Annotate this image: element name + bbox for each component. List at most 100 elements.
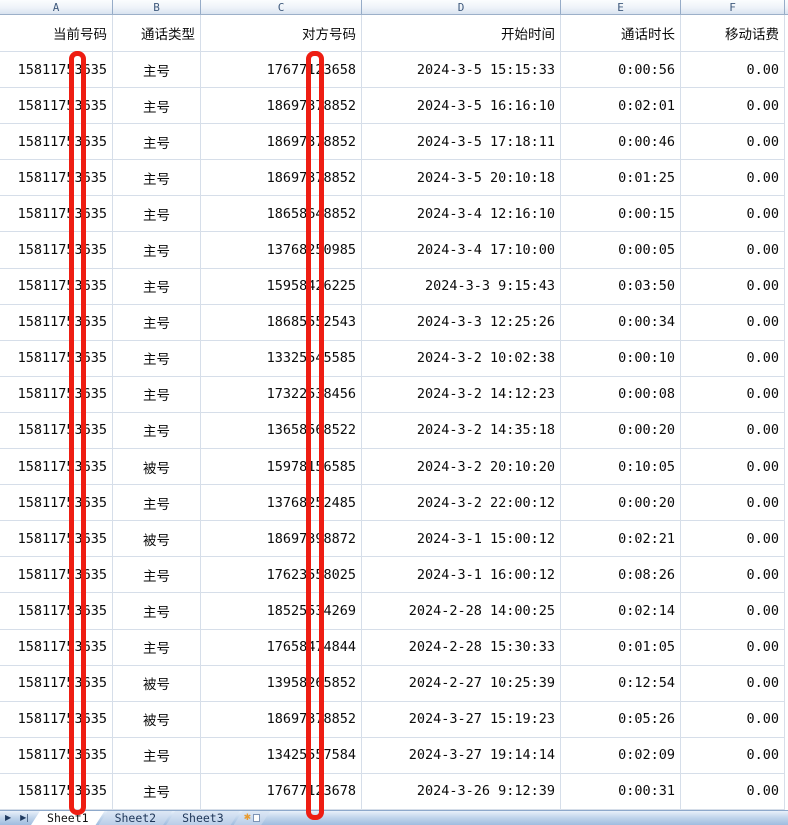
cell-e[interactable]: 0:00:56 — [561, 52, 681, 89]
cell-a[interactable]: 15811753635 — [0, 665, 113, 702]
cell-e[interactable]: 0:02:01 — [561, 88, 681, 125]
cell-c[interactable]: 18525534269 — [201, 593, 362, 630]
sheet-tab-sheet3[interactable]: Sheet3 — [166, 811, 240, 825]
cell-b[interactable]: 主号 — [113, 196, 201, 233]
cell-e[interactable]: 0:02:21 — [561, 521, 681, 558]
cell-d[interactable]: 2024-3-4 17:10:00 — [362, 232, 561, 269]
cell-e[interactable]: 0:00:15 — [561, 196, 681, 233]
cell-c[interactable]: 18697398872 — [201, 521, 362, 558]
cell-e[interactable]: 0:08:26 — [561, 557, 681, 594]
cell-b[interactable]: 主号 — [113, 160, 201, 197]
cell-c[interactable]: 18697378852 — [201, 124, 362, 161]
cell-b[interactable]: 主号 — [113, 52, 201, 89]
cell-f[interactable]: 0.00 — [681, 160, 785, 197]
cell-a[interactable]: 15811753635 — [0, 232, 113, 269]
header-cell-c[interactable]: 对方号码 — [201, 15, 362, 52]
cell-a[interactable]: 15811753635 — [0, 521, 113, 558]
cell-d[interactable]: 2024-3-2 20:10:20 — [362, 449, 561, 486]
cell-c[interactable]: 13768250985 — [201, 232, 362, 269]
cell-d[interactable]: 2024-3-5 20:10:18 — [362, 160, 561, 197]
sheet-nav-last-icon[interactable]: ▶| — [20, 813, 30, 822]
cell-a[interactable]: 15811753635 — [0, 485, 113, 522]
cell-e[interactable]: 0:00:20 — [561, 485, 681, 522]
cell-f[interactable]: 0.00 — [681, 196, 785, 233]
cell-d[interactable]: 2024-2-27 10:25:39 — [362, 665, 561, 702]
cell-f[interactable]: 0.00 — [681, 52, 785, 89]
cell-f[interactable]: 0.00 — [681, 232, 785, 269]
cell-d[interactable]: 2024-3-1 16:00:12 — [362, 557, 561, 594]
cell-a[interactable]: 15811753635 — [0, 376, 113, 413]
cell-e[interactable]: 0:00:05 — [561, 232, 681, 269]
cell-d[interactable]: 2024-3-5 15:15:33 — [362, 52, 561, 89]
cell-f[interactable]: 0.00 — [681, 376, 785, 413]
cell-c[interactable]: 13325545585 — [201, 340, 362, 377]
cell-e[interactable]: 0:02:14 — [561, 593, 681, 630]
cell-b[interactable]: 被号 — [113, 665, 201, 702]
cell-a[interactable]: 15811753635 — [0, 160, 113, 197]
cell-f[interactable]: 0.00 — [681, 557, 785, 594]
cell-f[interactable]: 0.00 — [681, 521, 785, 558]
column-header-e[interactable]: E — [561, 0, 681, 14]
cell-e[interactable]: 0:05:26 — [561, 701, 681, 738]
cell-b[interactable]: 主号 — [113, 773, 201, 810]
cell-b[interactable]: 主号 — [113, 737, 201, 774]
cell-b[interactable]: 主号 — [113, 593, 201, 630]
column-header-d[interactable]: D — [362, 0, 561, 14]
cell-b[interactable]: 被号 — [113, 449, 201, 486]
column-header-b[interactable]: B — [113, 0, 201, 14]
cell-b[interactable]: 主号 — [113, 124, 201, 161]
header-cell-f[interactable]: 移动话费 — [681, 15, 785, 52]
cell-a[interactable]: 15811753635 — [0, 737, 113, 774]
cell-c[interactable]: 17623558025 — [201, 557, 362, 594]
cell-d[interactable]: 2024-2-28 14:00:25 — [362, 593, 561, 630]
cell-e[interactable]: 0:01:25 — [561, 160, 681, 197]
cell-a[interactable]: 15811753635 — [0, 268, 113, 305]
cell-d[interactable]: 2024-3-5 16:16:10 — [362, 88, 561, 125]
cell-b[interactable]: 主号 — [113, 304, 201, 341]
cell-f[interactable]: 0.00 — [681, 88, 785, 125]
cell-c[interactable]: 17658474844 — [201, 629, 362, 666]
sheet-tab-sheet2[interactable]: Sheet2 — [99, 811, 173, 825]
cell-e[interactable]: 0:00:46 — [561, 124, 681, 161]
cell-a[interactable]: 15811753635 — [0, 701, 113, 738]
cell-d[interactable]: 2024-3-26 9:12:39 — [362, 773, 561, 810]
cell-a[interactable]: 15811753635 — [0, 124, 113, 161]
cell-c[interactable]: 13658568522 — [201, 412, 362, 450]
cell-a[interactable]: 15811753635 — [0, 304, 113, 341]
cell-d[interactable]: 2024-3-3 9:15:43 — [362, 268, 561, 305]
cell-d[interactable]: 2024-3-3 12:25:26 — [362, 304, 561, 341]
cell-f[interactable]: 0.00 — [681, 773, 785, 810]
cell-f[interactable]: 0.00 — [681, 737, 785, 774]
cell-b[interactable]: 主号 — [113, 557, 201, 594]
cell-a[interactable]: 15811753635 — [0, 340, 113, 377]
cell-f[interactable]: 0.00 — [681, 412, 785, 450]
cell-f[interactable]: 0.00 — [681, 665, 785, 702]
cell-c[interactable]: 15978156585 — [201, 449, 362, 486]
cell-d[interactable]: 2024-3-2 22:00:12 — [362, 485, 561, 522]
cell-b[interactable]: 主号 — [113, 340, 201, 377]
cell-c[interactable]: 15958426225 — [201, 268, 362, 305]
header-cell-d[interactable]: 开始时间 — [362, 15, 561, 52]
cell-b[interactable]: 被号 — [113, 521, 201, 558]
column-header-c[interactable]: C — [201, 0, 362, 14]
cell-a[interactable]: 15811753635 — [0, 449, 113, 486]
cell-c[interactable]: 18697378852 — [201, 701, 362, 738]
cell-b[interactable]: 主号 — [113, 88, 201, 125]
cell-a[interactable]: 15811753635 — [0, 88, 113, 125]
cell-b[interactable]: 主号 — [113, 376, 201, 413]
cell-d[interactable]: 2024-3-2 14:12:23 — [362, 376, 561, 413]
cell-b[interactable]: 主号 — [113, 485, 201, 522]
cell-b[interactable]: 主号 — [113, 412, 201, 450]
cell-d[interactable]: 2024-3-4 12:16:10 — [362, 196, 561, 233]
cell-f[interactable]: 0.00 — [681, 304, 785, 341]
cell-e[interactable]: 0:01:05 — [561, 629, 681, 666]
cell-b[interactable]: 主号 — [113, 268, 201, 305]
cell-e[interactable]: 0:10:05 — [561, 449, 681, 486]
cell-e[interactable]: 0:00:31 — [561, 773, 681, 810]
cell-a[interactable]: 15811753635 — [0, 629, 113, 666]
cell-c[interactable]: 17677123658 — [201, 52, 362, 89]
cell-e[interactable]: 0:02:09 — [561, 737, 681, 774]
cell-c[interactable]: 18685552543 — [201, 304, 362, 341]
cell-d[interactable]: 2024-2-28 15:30:33 — [362, 629, 561, 666]
cell-a[interactable]: 15811753635 — [0, 196, 113, 233]
